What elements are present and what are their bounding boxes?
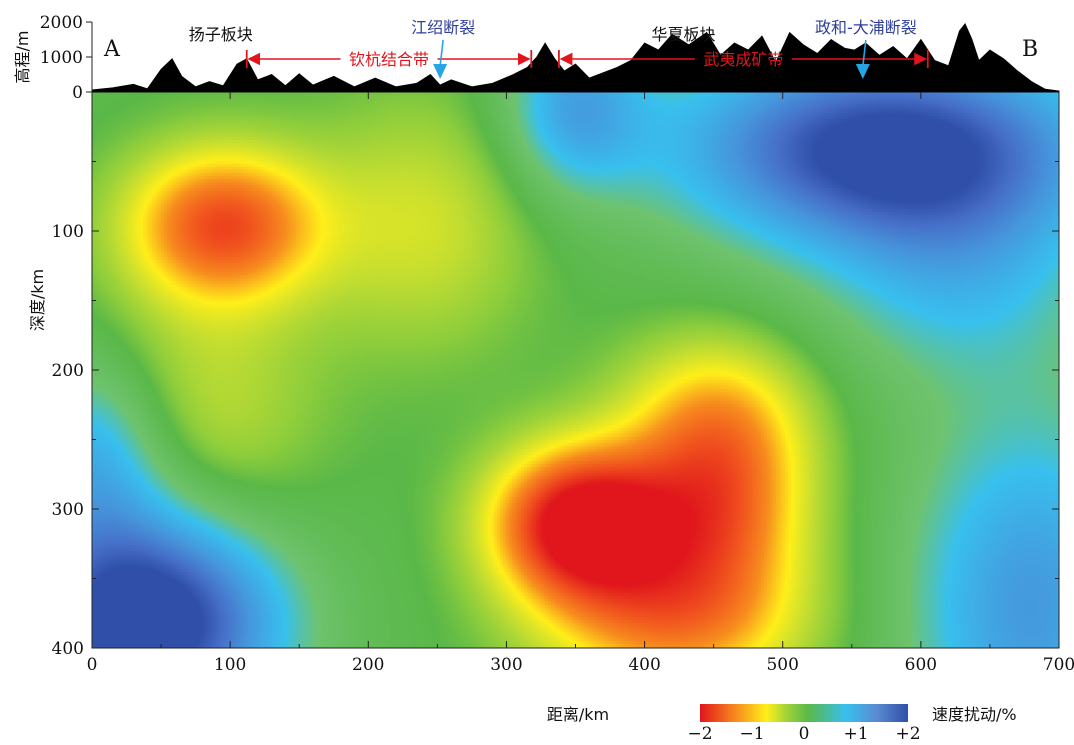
y-tick-label: 200 — [52, 361, 84, 381]
x-tick-label: 0 — [87, 655, 98, 675]
profile-end-label: B — [1022, 37, 1038, 62]
elevation-axis-label: 高程/m — [13, 31, 32, 84]
x-axis-label: 距离/km — [547, 705, 609, 724]
zone-label: 武夷成矿带 — [703, 50, 783, 69]
x-tick-label: 200 — [352, 655, 384, 675]
elevation-axis: 0 1000 2000 — [40, 13, 92, 103]
y-axis-label: 深度/km — [28, 269, 47, 331]
profile-start-label: A — [103, 37, 121, 62]
colorbar-tick-label: −1 — [739, 724, 764, 740]
y-axis: 100 200 300 400 — [52, 161, 1059, 659]
block-label: 华夏板块 — [651, 25, 715, 44]
velocity-perturbation-heatmap — [92, 92, 1059, 648]
colorbar-tick-label: +2 — [895, 724, 920, 740]
block-label: 扬子板块 — [189, 25, 253, 44]
y-tick-label: 100 — [52, 222, 84, 242]
colorbar-tick-label: −2 — [687, 724, 712, 740]
colorbar-ticks: −2 −1 0 +1 +2 — [687, 724, 920, 744]
fault-arrow-shaft — [439, 39, 444, 67]
fault-arrow-shaft — [862, 39, 867, 67]
fault-arrow-head — [855, 64, 870, 79]
elevation-tick-label: 0 — [72, 83, 83, 103]
colorbar-tick-label: 0 — [799, 724, 810, 740]
x-tick-label: 500 — [766, 655, 798, 675]
colorbar-tick-label: +1 — [843, 724, 868, 740]
fault-arrow-head — [433, 64, 448, 79]
x-tick-label: 100 — [214, 655, 246, 675]
elevation-tick-label: 2000 — [40, 13, 83, 33]
zone-label: 钦杭结合带 — [349, 50, 429, 69]
x-tick-label: 400 — [628, 655, 660, 675]
colorbar — [700, 704, 908, 722]
elevation-tick-label: 1000 — [40, 48, 83, 68]
y-tick-label: 400 — [52, 639, 84, 659]
x-tick-label: 700 — [1043, 655, 1074, 675]
fault-label: 江绍断裂 — [411, 18, 475, 37]
x-tick-label: 300 — [490, 655, 522, 675]
elevation-profile — [91, 23, 1060, 93]
fault-label: 政和-大浦断裂 — [815, 18, 917, 37]
colorbar-label: 速度扰动/% — [932, 705, 1017, 724]
heatmap-area — [92, 92, 1059, 648]
x-tick-label: 600 — [905, 655, 937, 675]
x-axis: 0 100 200 300 400 500 600 700 — [87, 92, 1074, 675]
y-tick-label: 300 — [52, 500, 84, 520]
